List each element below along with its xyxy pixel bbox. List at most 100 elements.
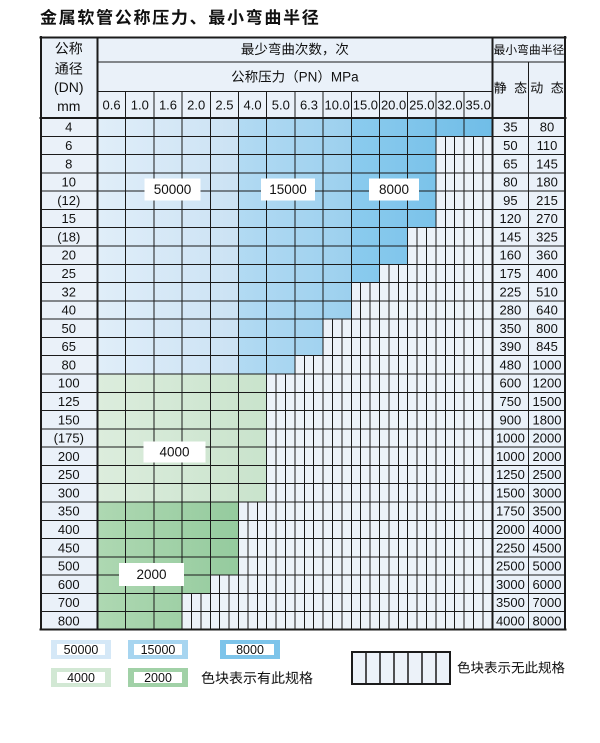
- cell-dn: 100: [58, 376, 80, 391]
- cjk-glyph: [209, 9, 225, 26]
- table-row: 125 750 1500: [58, 394, 562, 409]
- cell-dynamic: 2500: [533, 467, 562, 482]
- cjk-glyph: [285, 671, 299, 685]
- latin-text: mm: [57, 98, 80, 114]
- cell-dn: 400: [58, 522, 80, 537]
- legend-item-15000: 15000: [128, 640, 188, 659]
- cell-dynamic: 215: [536, 193, 558, 208]
- zone-label-4000: 4000: [143, 441, 206, 463]
- cjk-glyph: [201, 671, 215, 684]
- dn-header-line: (DN): [54, 79, 84, 95]
- cell-static: 3500: [496, 595, 525, 610]
- spec-cells-8000: [351, 118, 493, 137]
- cell-dn: 4: [65, 120, 72, 135]
- table-row: 40 280 640: [62, 303, 558, 318]
- table-row: 700 3500 7000: [58, 595, 562, 610]
- cell-static: 390: [500, 339, 522, 354]
- table-grid: [39, 36, 567, 631]
- cell-dynamic: 1200: [533, 376, 562, 391]
- cjk-glyph: [246, 8, 262, 25]
- zone-label-text: 15000: [269, 182, 307, 197]
- table-row: 450 2250 4500: [58, 540, 562, 555]
- table-row: 50 350 800: [62, 321, 558, 336]
- cell-dn: 700: [58, 595, 80, 610]
- legend-item-8000: 8000: [220, 640, 280, 659]
- table-row: 6 50 110: [65, 138, 557, 153]
- legend-item-4000: 4000: [51, 668, 111, 687]
- cell-dynamic: 400: [536, 266, 558, 281]
- zone-label-15000: 15000: [261, 178, 315, 201]
- pn-col-header: 10.0: [325, 97, 350, 112]
- table-row: (12) 95 215: [57, 193, 558, 208]
- legend-swatch-inner: [134, 672, 182, 683]
- table-row: 8 65 145: [65, 156, 558, 171]
- cell-dynamic: 1800: [533, 412, 562, 427]
- legend-swatch-inner: [57, 672, 105, 683]
- hatch-sample-box: [351, 651, 451, 685]
- zone-label-box: [144, 178, 201, 201]
- table-row: 100 600 1200: [58, 376, 562, 391]
- cell-dynamic: 145: [536, 156, 558, 171]
- cell-dn: 125: [58, 394, 80, 409]
- cjk-glyph: [115, 9, 132, 26]
- legend-item-2000: 2000: [128, 668, 188, 687]
- pn-col-header: 0.6: [103, 97, 121, 112]
- cell-dynamic: 2000: [533, 449, 562, 464]
- cell-static: 225: [500, 284, 522, 299]
- pn-col-header: 25.0: [409, 97, 434, 112]
- cell-static: 900: [500, 412, 522, 427]
- cell-dn: (175): [54, 431, 84, 446]
- cell-dn: 20: [62, 248, 76, 263]
- pn-col-header: 20.0: [381, 97, 406, 112]
- cell-static: 3000: [496, 577, 525, 592]
- spec-cells-2000: [97, 502, 239, 521]
- pn-col-header: 4.0: [244, 97, 262, 112]
- cell-dn: 300: [58, 485, 80, 500]
- latin-text: MPa: [331, 70, 359, 85]
- spec-cells-50000: [97, 227, 239, 246]
- cell-static: 50: [503, 138, 517, 153]
- cell-dn: 40: [62, 303, 76, 318]
- spec-cells-50000: [97, 300, 239, 320]
- cell-dn: 800: [58, 613, 80, 628]
- cell-dn: 6: [65, 138, 72, 153]
- table-row: 65 390 845: [62, 339, 558, 354]
- cjk-glyph: [511, 662, 524, 674]
- cell-dn: 450: [58, 540, 80, 555]
- no-spec-area: [210, 575, 239, 630]
- legend-note-unavailable: [457, 661, 565, 674]
- spec-cells-2000: [97, 611, 183, 630]
- cell-static: 1000: [496, 431, 525, 446]
- zone-label-text: 50000: [154, 182, 192, 197]
- cell-dynamic: 3500: [533, 504, 562, 519]
- cell-static: 1500: [496, 485, 525, 500]
- table-row: 300 1500 3000: [58, 485, 562, 500]
- cell-dn: 250: [58, 467, 80, 482]
- cell-dynamic: 360: [536, 248, 558, 263]
- cell-static: 4000: [496, 613, 525, 628]
- zone-label-50000: 50000: [144, 178, 201, 201]
- cell-static: 600: [500, 376, 522, 391]
- spec-cells-15000: [238, 319, 324, 338]
- no-spec-area: [464, 136, 493, 631]
- legend-value: 15000: [141, 643, 176, 657]
- cjk-glyph: [171, 9, 187, 26]
- zone-label-text: 4000: [159, 445, 189, 460]
- cell-static: 1000: [496, 449, 525, 464]
- cell-dn: 8: [65, 156, 72, 171]
- zone-label-box: [261, 178, 315, 201]
- table-row: 32 225 510: [62, 284, 558, 299]
- cjk-glyph: [40, 8, 57, 25]
- pn-col-header: 1.6: [159, 97, 177, 112]
- cell-static: 350: [500, 321, 522, 336]
- cell-dynamic: 800: [536, 321, 558, 336]
- no-spec-area: [294, 355, 324, 630]
- cell-static: 480: [500, 357, 522, 372]
- spec-cells-8000: [351, 264, 380, 283]
- cell-dynamic: 110: [537, 138, 558, 153]
- cjk-glyph: [470, 661, 484, 674]
- legend-hatch-sample: [351, 651, 451, 685]
- cjk-glyph: [538, 661, 551, 674]
- cell-static: 65: [503, 156, 517, 171]
- cell-dynamic: 3000: [533, 485, 562, 500]
